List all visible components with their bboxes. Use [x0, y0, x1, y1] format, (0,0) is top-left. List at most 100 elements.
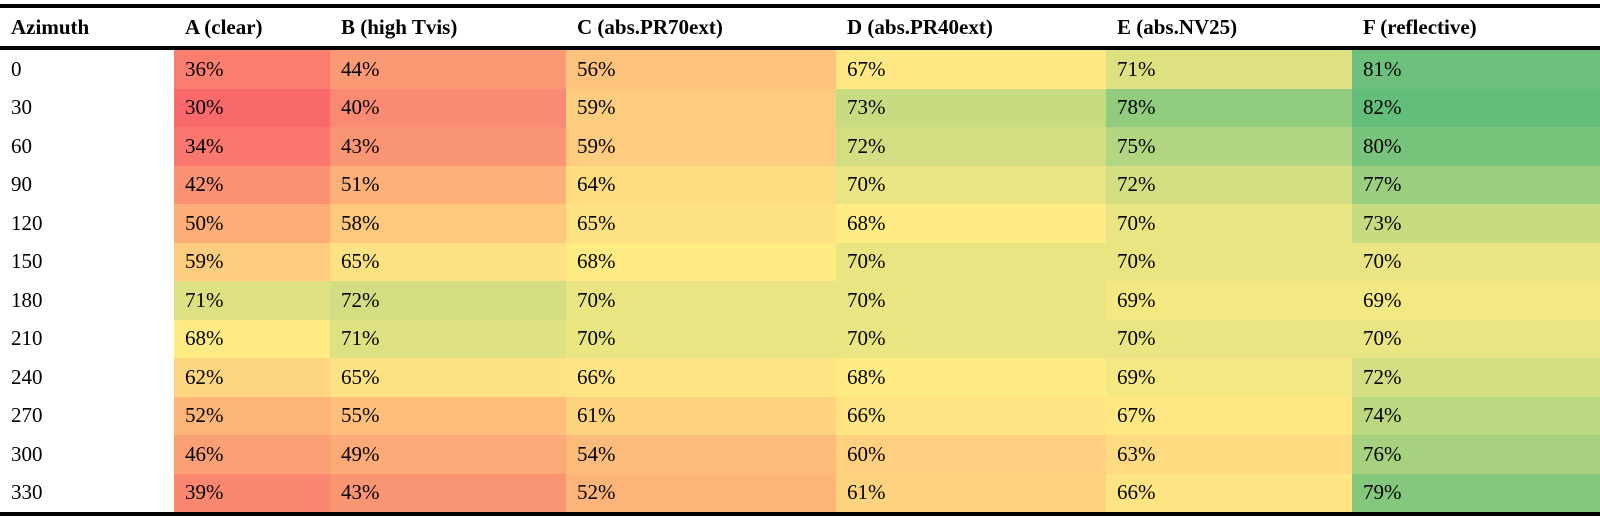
- heatmap-cell: 64%: [566, 165, 836, 204]
- heatmap-cell: 70%: [566, 319, 836, 358]
- heatmap-cell: 70%: [1352, 242, 1600, 281]
- azimuth-cell: 180: [0, 281, 174, 320]
- table-row: 270 52% 55% 61% 66% 67% 74%: [0, 396, 1600, 435]
- heatmap-cell: 59%: [174, 242, 330, 281]
- heatmap-cell: 70%: [1106, 319, 1352, 358]
- azimuth-cell: 0: [0, 48, 174, 89]
- heatmap-cell: 70%: [1352, 319, 1600, 358]
- heatmap-cell: 63%: [1106, 435, 1352, 474]
- table-row: 0 36% 44% 56% 67% 71% 81%: [0, 48, 1600, 89]
- table-row: 240 62% 65% 66% 68% 69% 72%: [0, 358, 1600, 397]
- azimuth-cell: 270: [0, 396, 174, 435]
- table-row: 90 42% 51% 64% 70% 72% 77%: [0, 165, 1600, 204]
- table-row: 180 71% 72% 70% 70% 69% 69%: [0, 281, 1600, 320]
- heatmap-cell: 68%: [836, 204, 1106, 243]
- heatmap-cell: 68%: [174, 319, 330, 358]
- heatmap-cell: 65%: [330, 358, 566, 397]
- table-row: 150 59% 65% 68% 70% 70% 70%: [0, 242, 1600, 281]
- azimuth-cell: 300: [0, 435, 174, 474]
- heatmap-cell: 59%: [566, 127, 836, 166]
- heatmap-cell: 30%: [174, 88, 330, 127]
- heatmap-cell: 70%: [836, 281, 1106, 320]
- heatmap-cell: 72%: [1352, 358, 1600, 397]
- heatmap-cell: 77%: [1352, 165, 1600, 204]
- heatmap-cell: 43%: [330, 127, 566, 166]
- heatmap-cell: 68%: [836, 358, 1106, 397]
- heatmap-cell: 82%: [1352, 88, 1600, 127]
- heatmap-cell: 44%: [330, 48, 566, 89]
- heatmap-cell: 79%: [1352, 473, 1600, 514]
- heatmap-cell: 70%: [1106, 242, 1352, 281]
- heatmap-cell: 49%: [330, 435, 566, 474]
- heatmap-cell: 58%: [330, 204, 566, 243]
- heatmap-cell: 78%: [1106, 88, 1352, 127]
- heatmap-cell: 40%: [330, 88, 566, 127]
- heatmap-cell: 55%: [330, 396, 566, 435]
- azimuth-cell: 240: [0, 358, 174, 397]
- column-header: B (high Tvis): [341, 14, 458, 39]
- table-row: 120 50% 58% 65% 68% 70% 73%: [0, 204, 1600, 243]
- heatmap-cell: 70%: [836, 242, 1106, 281]
- heatmap-cell: 74%: [1352, 396, 1600, 435]
- heatmap-cell: 60%: [836, 435, 1106, 474]
- heatmap-table: Azimuth A (clear) B (high Tvis) C (abs.P…: [0, 4, 1600, 516]
- heatmap-cell: 39%: [174, 473, 330, 514]
- azimuth-cell: 60: [0, 127, 174, 166]
- heatmap-cell: 68%: [566, 242, 836, 281]
- heatmap-cell: 71%: [1106, 48, 1352, 89]
- table-row: 330 39% 43% 52% 61% 66% 79%: [0, 473, 1600, 514]
- heatmap-cell: 75%: [1106, 127, 1352, 166]
- heatmap-cell: 61%: [836, 473, 1106, 514]
- heatmap-cell: 76%: [1352, 435, 1600, 474]
- table-header: Azimuth A (clear) B (high Tvis) C (abs.P…: [0, 6, 1600, 48]
- column-header: C (abs.PR70ext): [577, 14, 723, 39]
- heatmap-cell: 70%: [836, 319, 1106, 358]
- heatmap-cell: 72%: [330, 281, 566, 320]
- heatmap-cell: 71%: [330, 319, 566, 358]
- table-row: 300 46% 49% 54% 60% 63% 76%: [0, 435, 1600, 474]
- heatmap-cell: 70%: [1106, 204, 1352, 243]
- heatmap-cell: 36%: [174, 48, 330, 89]
- heatmap-cell: 52%: [174, 396, 330, 435]
- column-header: D (abs.PR40ext): [847, 14, 993, 39]
- column-header: F (reflective): [1363, 14, 1477, 39]
- heatmap-cell: 70%: [566, 281, 836, 320]
- heatmap-cell: 54%: [566, 435, 836, 474]
- heatmap-cell: 50%: [174, 204, 330, 243]
- heatmap-cell: 52%: [566, 473, 836, 514]
- heatmap-cell: 65%: [330, 242, 566, 281]
- heatmap-cell: 46%: [174, 435, 330, 474]
- table-row: 210 68% 71% 70% 70% 70% 70%: [0, 319, 1600, 358]
- heatmap-cell: 43%: [330, 473, 566, 514]
- heatmap-cell: 67%: [836, 48, 1106, 89]
- heatmap-cell: 62%: [174, 358, 330, 397]
- heatmap-cell: 70%: [836, 165, 1106, 204]
- header-row: Azimuth A (clear) B (high Tvis) C (abs.P…: [0, 6, 1600, 48]
- heatmap-cell: 34%: [174, 127, 330, 166]
- azimuth-cell: 330: [0, 473, 174, 514]
- heatmap-cell: 56%: [566, 48, 836, 89]
- heatmap-cell: 65%: [566, 204, 836, 243]
- heatmap-cell: 42%: [174, 165, 330, 204]
- heatmap-cell: 66%: [566, 358, 836, 397]
- azimuth-cell: 150: [0, 242, 174, 281]
- heatmap-cell: 66%: [836, 396, 1106, 435]
- heatmap-cell: 73%: [1352, 204, 1600, 243]
- heatmap-cell: 81%: [1352, 48, 1600, 89]
- heatmap-cell: 80%: [1352, 127, 1600, 166]
- heatmap-cell: 59%: [566, 88, 836, 127]
- azimuth-cell: 30: [0, 88, 174, 127]
- table-body: 0 36% 44% 56% 67% 71% 81% 30 30% 40% 59% 73% 78% 82% 6…: [0, 48, 1600, 514]
- heatmap-cell: 66%: [1106, 473, 1352, 514]
- azimuth-cell: 120: [0, 204, 174, 243]
- heatmap-cell: 61%: [566, 396, 836, 435]
- heatmap-cell: 73%: [836, 88, 1106, 127]
- heatmap-cell: 69%: [1106, 281, 1352, 320]
- heatmap-cell: 71%: [174, 281, 330, 320]
- heatmap-cell: 69%: [1352, 281, 1600, 320]
- heatmap-cell: 72%: [1106, 165, 1352, 204]
- heatmap-cell: 67%: [1106, 396, 1352, 435]
- column-header: E (abs.NV25): [1117, 14, 1238, 39]
- azimuth-cell: 90: [0, 165, 174, 204]
- heatmap-cell: 69%: [1106, 358, 1352, 397]
